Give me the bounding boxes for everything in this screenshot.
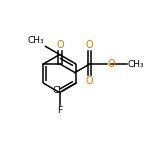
Text: CH₃: CH₃ (28, 36, 44, 45)
Text: O: O (86, 76, 93, 86)
Text: CH₃: CH₃ (127, 60, 144, 69)
Text: O: O (108, 59, 115, 69)
Text: O: O (56, 40, 64, 50)
Text: F: F (57, 106, 62, 115)
Text: Cl: Cl (52, 86, 61, 95)
Text: O: O (86, 40, 93, 50)
